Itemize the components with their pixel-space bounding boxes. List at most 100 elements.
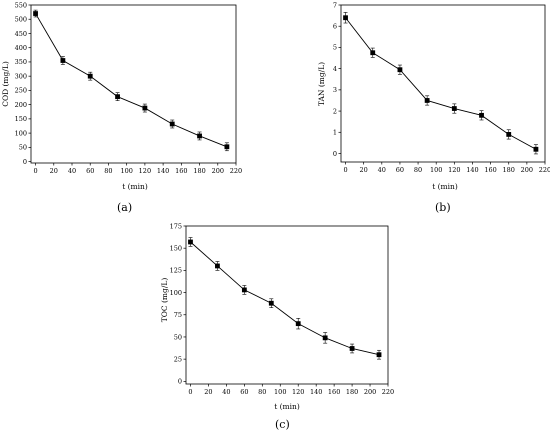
x-tick-label: 120 [292, 388, 304, 396]
y-axis-title: TAN (mg/L) [317, 62, 326, 106]
x-tick-label: 100 [430, 166, 442, 174]
panel-label: (c) [275, 418, 290, 431]
data-point [424, 98, 430, 103]
y-tick-label: 25 [174, 355, 182, 363]
y-tick-label: 350 [15, 58, 27, 66]
data-point [370, 50, 376, 56]
chart-panel-1: 0 20 40 60 80 100 120 140 160 180 200 220 0 50 100 150 2… [1, 1, 242, 214]
x-tick-label: 160 [175, 167, 187, 175]
x-tick-label: 0 [33, 167, 37, 175]
x-axis-title: t (min) [274, 402, 300, 411]
y-tick-label: 0 [23, 158, 27, 166]
data-point [533, 146, 539, 152]
x-tick-label: 40 [378, 166, 386, 174]
x-tick-label: 60 [240, 388, 248, 396]
x-tick-label: 40 [222, 388, 230, 396]
data-point [295, 321, 301, 327]
x-tick-label: 220 [230, 167, 242, 175]
y-tick-label: 50 [174, 333, 182, 341]
x-tick-label: 20 [360, 166, 368, 174]
y-tick-label: 450 [15, 30, 27, 38]
y-tick-label: 50 [19, 144, 27, 152]
y-tick-label: 400 [15, 44, 27, 52]
plot-frame [340, 4, 546, 163]
y-tick-label: 6 [333, 23, 337, 31]
data-point [506, 132, 512, 137]
x-tick-label: 20 [204, 388, 212, 396]
x-tick-label: 140 [157, 167, 169, 175]
y-tick-label: 4 [333, 65, 337, 73]
y-tick-label: 150 [15, 115, 27, 123]
y-tick-label: 200 [15, 101, 27, 109]
data-point [188, 239, 193, 245]
y-tick-label: 125 [170, 267, 182, 275]
y-tick-label: 150 [170, 244, 182, 252]
series-line [35, 13, 228, 148]
y-tick-label: 100 [170, 289, 182, 297]
y-tick-label: 500 [15, 16, 27, 24]
y-axis-title: COD (mg/L) [1, 61, 10, 107]
y-tick-label: 7 [333, 1, 337, 9]
data-point [224, 144, 230, 150]
x-tick-label: 180 [193, 167, 205, 175]
y-tick-label: 300 [15, 72, 27, 80]
series-line [190, 241, 380, 356]
data-point [197, 133, 202, 139]
x-tick-label: 160 [484, 166, 496, 174]
x-tick-label: 100 [120, 167, 132, 175]
data-point [169, 121, 175, 127]
y-tick-label: 0 [178, 378, 182, 386]
x-tick-label: 0 [343, 166, 347, 174]
data-point [349, 346, 355, 351]
data-point [376, 352, 382, 358]
x-tick-label: 120 [448, 166, 460, 174]
chart-panel-3: 0 20 40 60 80 100 120 140 160 180 200 220 0 25 50 75 100… [160, 222, 394, 431]
x-tick-label: 220 [382, 388, 394, 396]
data-point [479, 112, 484, 118]
x-tick-label: 80 [104, 167, 112, 175]
series-line [345, 17, 537, 150]
x-tick-label: 60 [396, 166, 404, 174]
y-tick-label: 75 [174, 311, 182, 319]
x-axis-title: t (min) [122, 182, 148, 191]
data-point [241, 287, 247, 293]
data-point [87, 73, 93, 79]
x-tick-label: 180 [503, 166, 515, 174]
x-tick-label: 80 [258, 388, 266, 396]
data-point [343, 15, 348, 21]
x-tick-label: 200 [521, 166, 533, 174]
x-tick-label: 200 [212, 167, 224, 175]
plot-frame [30, 4, 237, 164]
y-tick-label: 5 [333, 44, 337, 52]
y-tick-label: 550 [15, 1, 27, 9]
x-tick-label: 180 [346, 388, 358, 396]
y-tick-label: 2 [333, 107, 337, 115]
x-tick-label: 20 [50, 167, 58, 175]
data-point [451, 106, 457, 111]
x-tick-label: 40 [68, 167, 76, 175]
y-axis-title: TOC (mg/L) [160, 278, 169, 323]
data-point [215, 263, 220, 269]
chart-panel-2: 0 20 40 60 80 100 120 140 160 180 200 220 0 1 2 3 4 5 6 7 t … [317, 1, 550, 214]
plot-frame [185, 225, 389, 385]
y-tick-label: 250 [15, 87, 27, 95]
panel-label: (b) [435, 201, 451, 214]
x-tick-label: 100 [274, 388, 286, 396]
data-point [142, 105, 148, 111]
x-tick-label: 60 [86, 167, 94, 175]
y-tick-label: 100 [15, 129, 27, 137]
y-tick-label: 175 [170, 222, 182, 230]
x-tick-label: 140 [466, 166, 478, 174]
data-point [397, 67, 403, 73]
data-point [115, 94, 120, 100]
x-tick-label: 0 [188, 388, 192, 396]
x-tick-label: 220 [539, 166, 550, 174]
x-axis-title: t (min) [432, 182, 458, 191]
y-tick-label: 3 [333, 86, 337, 94]
x-tick-label: 140 [310, 388, 322, 396]
x-tick-label: 80 [414, 166, 422, 174]
y-tick-label: 1 [333, 129, 337, 137]
data-point [60, 58, 66, 63]
panel-label: (a) [117, 201, 132, 214]
